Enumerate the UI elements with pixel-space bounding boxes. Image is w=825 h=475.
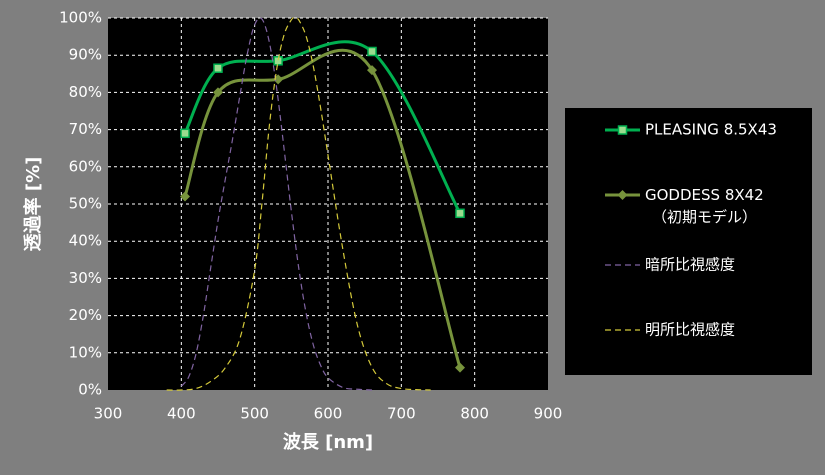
marker [273,56,283,66]
y-tick-label: 50% [69,195,102,213]
y-tick-label: 100% [59,9,102,27]
series-line [183,48,462,369]
series-line [180,17,373,391]
x-tick-label: 700 [387,405,416,423]
x-tick-label: 600 [314,405,343,423]
marker [180,191,190,202]
legend-label: GODDESS 8X42 （初期モデル） [645,186,764,226]
marker [455,208,465,219]
series-line [183,40,462,215]
y-tick-label: 20% [69,306,102,324]
y-tick-label: 30% [69,269,102,287]
x-tick-label: 800 [460,405,489,423]
marker [213,63,223,73]
y-tick-label: 40% [69,232,102,250]
marker [367,65,377,76]
x-tick-label: 500 [240,405,269,423]
x-tick-label: 400 [167,405,196,423]
legend-label: PLEASING 8.5X43 [645,121,777,139]
x-tick-label: 900 [534,405,563,423]
x-tick-label: 300 [94,405,123,423]
y-tick-label: 60% [69,157,102,175]
y-tick-label: 70% [69,120,102,138]
y-tick-label: 90% [69,46,102,64]
marker [180,128,190,139]
legend-label: 明所比視感度 [645,321,735,339]
legend-marker [617,125,628,135]
legend-marker [617,190,628,200]
marker [213,87,223,98]
y-tick-label: 0% [78,381,102,399]
marker [455,362,465,373]
y-tick-label: 80% [69,83,102,101]
legend-label: 暗所比視感度 [645,256,735,274]
y-axis-title: 透過率 [%] [22,157,44,252]
marker [367,46,377,57]
x-axis-title: 波長 [nm] [283,431,373,453]
y-tick-label: 10% [69,343,102,361]
